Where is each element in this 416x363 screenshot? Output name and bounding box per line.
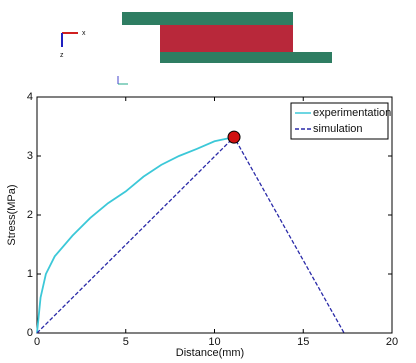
y-axis-label: Stress(MPa) [6,184,18,245]
x-tick-label: 5 [123,336,129,348]
y-tick-label: 2 [27,209,33,221]
y-tick-label: 4 [27,91,33,103]
series-line [37,137,344,333]
top-layer [122,12,293,25]
y-tick-label: 1 [27,268,33,280]
peak-marker [228,131,240,143]
y-tick-label: 0 [27,327,33,339]
legend-label: experimentation [313,107,391,119]
y-tick-label: 3 [27,150,33,162]
bottom-layer [160,52,332,63]
x-tick-label: 15 [297,336,309,348]
x-tick-label: 20 [386,336,398,348]
page: x z Distance(mm) Stress(MPa) 0 5 10 15 20 0 1 2… [0,0,416,363]
legend-label: simulation [313,123,363,135]
middle-layer [160,25,293,52]
axis-label: x [82,30,86,37]
axis-label: z [60,52,64,59]
x-axis-label: Distance(mm) [176,347,244,359]
x-tick-label: 0 [34,336,40,348]
x-tick-label: 10 [208,336,220,348]
mesh-diagram: x z [60,12,332,84]
